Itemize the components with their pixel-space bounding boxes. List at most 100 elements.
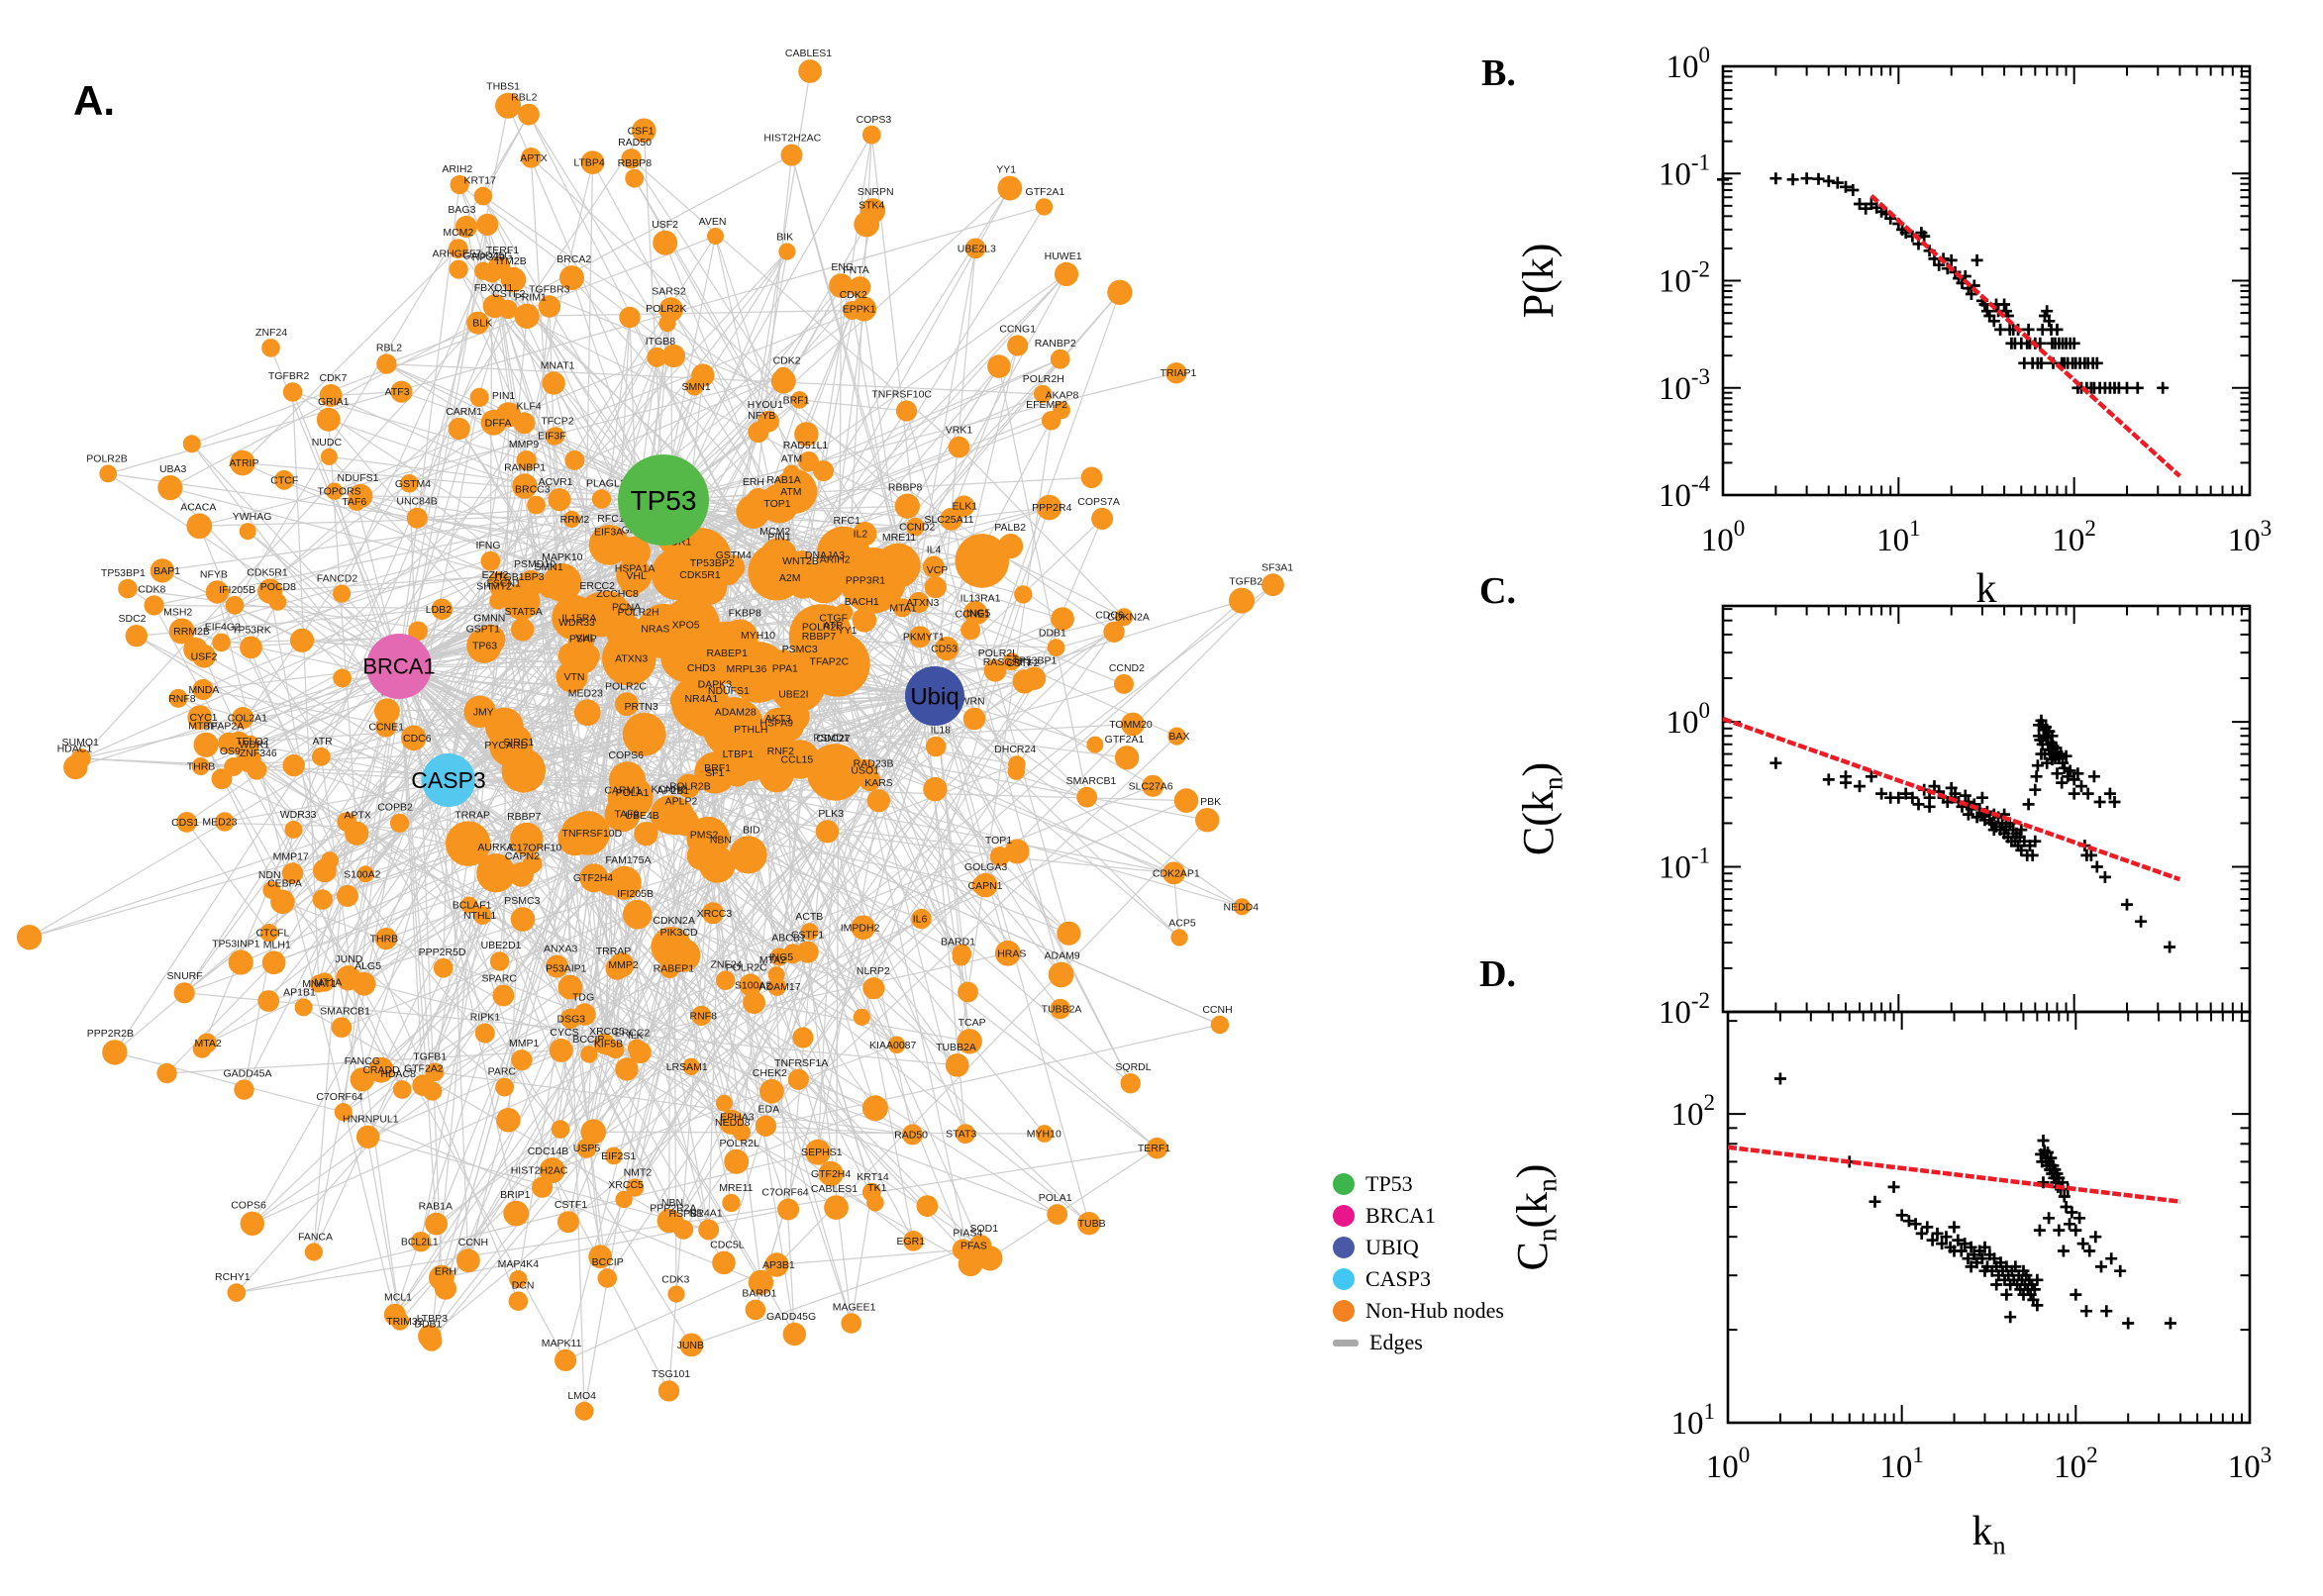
- network-node: [1047, 1204, 1068, 1225]
- network-node: [729, 836, 767, 874]
- network-node-label: MTA2: [759, 954, 786, 966]
- network-node: [316, 407, 341, 432]
- network-node-label: ATXN3: [906, 597, 939, 609]
- network-node: [813, 460, 835, 482]
- network-node-label: PRTN3: [624, 701, 657, 713]
- network-node-label: HRAS: [997, 948, 1026, 959]
- network-node-label: EZH2: [482, 569, 509, 581]
- network-node: [555, 1348, 577, 1371]
- network-node: [1103, 621, 1125, 643]
- data-point: [1965, 288, 1977, 300]
- network-node-label: HSPA9: [759, 717, 793, 729]
- network-node-label: MNDA: [188, 684, 219, 696]
- data-point: [2135, 915, 2148, 928]
- network-node-label: CAPN1: [967, 880, 1002, 892]
- network-node: [743, 991, 765, 1015]
- tick-label: 100: [1666, 43, 1711, 85]
- network-node: [597, 1268, 618, 1288]
- network-node-label: ACTB: [795, 911, 823, 923]
- network-node: [482, 263, 502, 283]
- legend-item-ubiq: UBIQ: [1333, 1232, 1504, 1263]
- network-node-label: MRE11: [882, 532, 916, 544]
- legend-label: BRCA1: [1365, 1203, 1436, 1228]
- network-node-label: VCP: [927, 564, 949, 576]
- network-node-label: MLH1: [263, 939, 291, 950]
- network-node: [785, 562, 822, 599]
- network-node-label: XRCC5: [608, 1179, 644, 1191]
- data-point: [1998, 298, 2011, 311]
- network-node: [764, 1252, 789, 1277]
- network-node-label: RASGRF1: [983, 656, 1033, 668]
- network-node-label: PBK: [1200, 796, 1221, 808]
- data-point: [2068, 773, 2080, 786]
- data-point: [2105, 1252, 2118, 1265]
- network-node: [567, 629, 595, 655]
- data-point: [2033, 1224, 2046, 1237]
- network-node-label: MRE11: [719, 1182, 753, 1194]
- network-node-label: STAT5A: [505, 606, 543, 618]
- data-point: [1933, 258, 1946, 271]
- network-node-label: CCL15: [781, 754, 814, 766]
- network-node: [418, 1324, 442, 1348]
- data-point: [2073, 1212, 2086, 1225]
- tick-label: 102: [2054, 1443, 2098, 1485]
- network-node-label: ITGB8: [646, 336, 676, 348]
- network-node: [702, 697, 765, 759]
- network-node: [712, 1250, 736, 1275]
- data-point: [1840, 776, 1852, 789]
- network-node: [434, 1277, 456, 1300]
- network-node-label: NRAS: [641, 624, 669, 636]
- network-node-label: DFFA: [485, 417, 512, 429]
- network-node-label: MMP2: [608, 959, 638, 971]
- network-node-label: MCM2: [759, 526, 790, 538]
- network-node-label: CDC6: [403, 733, 432, 745]
- network-node: [225, 595, 245, 615]
- network-node-label: RABEP1: [654, 963, 695, 975]
- network-node-label: NMT2: [624, 1167, 653, 1179]
- network-node: [1121, 712, 1145, 737]
- network-node: [476, 853, 516, 893]
- network-node: [763, 486, 796, 519]
- network-node-label: NDUFS1: [337, 472, 378, 484]
- network-node: [125, 625, 148, 648]
- network-node: [157, 475, 183, 501]
- network-node: [909, 626, 931, 648]
- network-node-label: MTA1: [889, 602, 916, 614]
- network-node-label: NBN: [710, 835, 732, 847]
- data-point: [1915, 1227, 1928, 1240]
- axis-title: k: [1976, 566, 1997, 612]
- network-node-label: TERF1: [486, 245, 519, 256]
- network-node-label: IL18: [931, 725, 952, 737]
- network-node-label: CDC5L: [710, 1240, 745, 1251]
- network-node: [289, 628, 315, 652]
- network-node-label: ING5: [966, 608, 991, 620]
- network-node: [1057, 921, 1081, 946]
- network-node-label: KIF5B: [594, 1039, 623, 1050]
- network-node-label: MAGEE1: [833, 1301, 876, 1313]
- data-point: [1906, 791, 1919, 804]
- network-node-label: CDC14B: [528, 1146, 568, 1157]
- network-node-label: ERH: [743, 476, 764, 488]
- network-node: [268, 593, 287, 611]
- data-point: [1800, 172, 1813, 185]
- tick-label: 102: [1671, 1090, 1716, 1133]
- network-node-label: EIF3F: [538, 431, 566, 443]
- network-node: [331, 1017, 353, 1038]
- panel-label-a: A.: [73, 77, 115, 124]
- data-point: [2058, 1190, 2070, 1203]
- network-node-label: LTBP1: [723, 748, 754, 760]
- network-node: [313, 858, 337, 883]
- network-node-label: ERH: [435, 1266, 456, 1278]
- network-node-label: MAPK11: [542, 1338, 582, 1349]
- network-node: [691, 1005, 712, 1026]
- network-node-label: S100A2: [735, 979, 772, 991]
- network-node-label: ATF3: [385, 386, 410, 398]
- data-point: [2070, 1288, 2082, 1301]
- fit-line: [1727, 1145, 2181, 1204]
- network-node: [473, 186, 493, 206]
- network-node: [454, 215, 477, 239]
- ticks: [1722, 606, 2251, 1013]
- network-node-label: PSMC3: [782, 644, 818, 655]
- network-node-label: ANXA3: [544, 944, 578, 955]
- tick-label: 101: [1879, 1443, 1924, 1485]
